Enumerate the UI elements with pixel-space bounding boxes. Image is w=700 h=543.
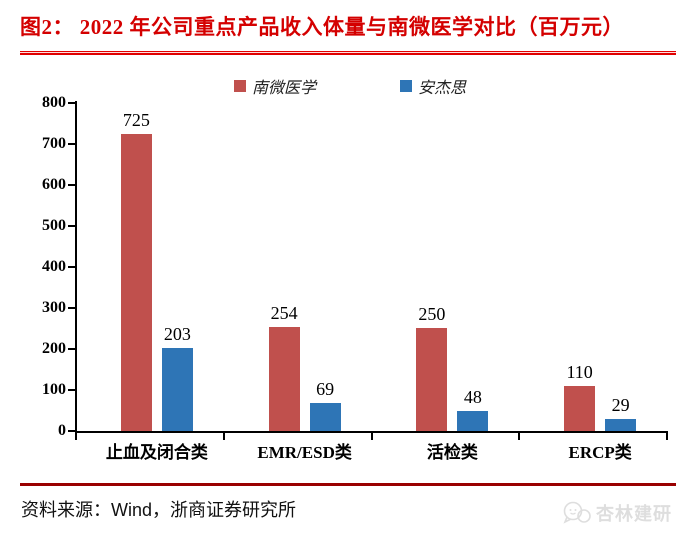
bar-安杰思-EMR/ESD类 <box>309 403 341 431</box>
bar-value-label: 48 <box>463 387 482 407</box>
y-tick-label: 700 <box>42 135 66 152</box>
bar-南微医学-止血及闭合类 <box>120 134 152 431</box>
bar-value-label: 250 <box>418 304 446 324</box>
legend-item-nanwei: 南微医学 <box>233 74 316 98</box>
bar-安杰思-ERCP类 <box>605 419 637 431</box>
x-axis-tick <box>518 433 521 440</box>
legend-label: 安杰思 <box>418 80 467 97</box>
category-label: 活检类 <box>426 443 478 462</box>
legend-label: 南微医学 <box>251 80 316 97</box>
source-attribution: 资料来源：Wind，浙商证券研究所 <box>21 500 297 520</box>
y-axis-tick <box>68 102 75 104</box>
y-tick-label: 100 <box>42 381 66 398</box>
y-tick-label: 800 <box>42 94 66 111</box>
bar-value-label: 203 <box>163 324 191 344</box>
figure-title: 图2： 2022 年公司重点产品收入体量与南微医学对比（百万元） <box>20 15 624 39</box>
legend-swatch-red <box>233 80 246 92</box>
category-label: ERCP类 <box>568 443 632 462</box>
watermark: 杏林建研 <box>562 500 672 526</box>
bar-value-label: 110 <box>566 362 593 382</box>
y-tick-label: 200 <box>42 340 66 357</box>
x-axis-tick <box>370 433 373 440</box>
y-axis-tick <box>68 266 75 268</box>
y-axis-tick <box>68 348 75 350</box>
y-axis-tick <box>68 389 75 391</box>
bar-南微医学-活检类 <box>416 328 448 431</box>
legend-item-anjiesi: 安杰思 <box>400 74 466 98</box>
bar-value-label: 725 <box>122 110 150 130</box>
bar-安杰思-活检类 <box>457 411 489 431</box>
category-label: 止血及闭合类 <box>105 443 208 462</box>
chat-bubbles-icon <box>563 501 591 524</box>
y-tick-label: 600 <box>42 176 66 193</box>
bar-南微医学-ERCP类 <box>564 386 596 431</box>
bar-安杰思-止血及闭合类 <box>161 348 193 431</box>
y-axis-tick <box>68 225 75 227</box>
bar-value-label: 29 <box>611 395 630 415</box>
y-axis-tick <box>68 143 75 145</box>
bar-value-label: 69 <box>316 379 335 399</box>
x-axis <box>75 431 668 433</box>
y-tick-label: 300 <box>42 299 66 316</box>
bar-南微医学-EMR/ESD类 <box>268 327 300 431</box>
chart-legend: 南微医学 安杰思 <box>0 74 700 98</box>
y-axis-tick <box>68 307 75 309</box>
x-axis-tick <box>75 433 77 440</box>
footer-divider-line <box>20 483 676 486</box>
y-axis <box>75 101 77 433</box>
x-axis-tick <box>222 433 225 440</box>
bar-value-label: 254 <box>270 303 298 323</box>
category-label: EMR/ESD类 <box>257 443 352 462</box>
y-axis-tick <box>68 430 75 432</box>
legend-swatch-blue <box>400 80 412 92</box>
y-tick-label: 400 <box>42 258 66 275</box>
y-tick-label: 0 <box>58 422 66 439</box>
watermark-text: 杏林建研 <box>596 504 672 524</box>
title-divider-line <box>20 51 676 55</box>
y-tick-label: 500 <box>42 217 66 234</box>
x-axis-tick <box>666 433 668 440</box>
y-axis-tick <box>68 184 75 186</box>
